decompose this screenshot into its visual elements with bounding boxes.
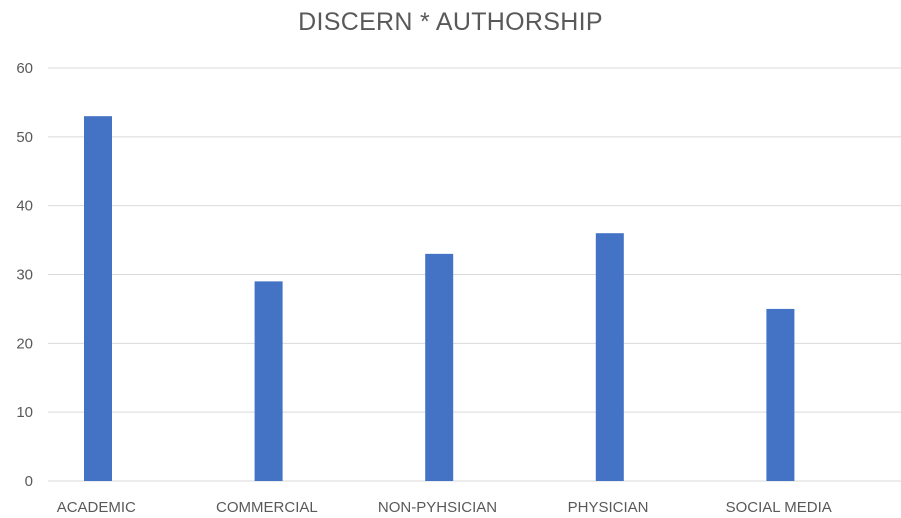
bar-academic	[84, 116, 112, 481]
y-tick-label-50: 50	[16, 129, 33, 146]
x-tick-label-academic: ACADEMIC	[57, 499, 136, 516]
x-tick-label-social-media: SOCIAL MEDIA	[726, 499, 832, 516]
bar-physician	[595, 233, 624, 481]
bar-non-pyhsician	[425, 253, 454, 481]
y-tick-label-10: 10	[16, 404, 33, 421]
y-tick-label-20: 20	[16, 335, 33, 352]
chart-title: DISCERN * AUTHORSHIP	[298, 8, 603, 36]
x-tick-label-physician: PHYSICIAN	[568, 499, 649, 516]
x-tick-label-commercial: COMMERCIAL	[216, 499, 318, 516]
bar-commercial	[254, 281, 283, 481]
bar-social-media	[766, 308, 795, 481]
y-tick-label-40: 40	[16, 198, 33, 215]
x-tick-label-non-pyhsician: NON-PYHSICIAN	[378, 499, 497, 516]
y-tick-label-30: 30	[16, 267, 33, 284]
y-tick-label-0: 0	[25, 473, 33, 490]
y-tick-label-60: 60	[16, 60, 33, 77]
